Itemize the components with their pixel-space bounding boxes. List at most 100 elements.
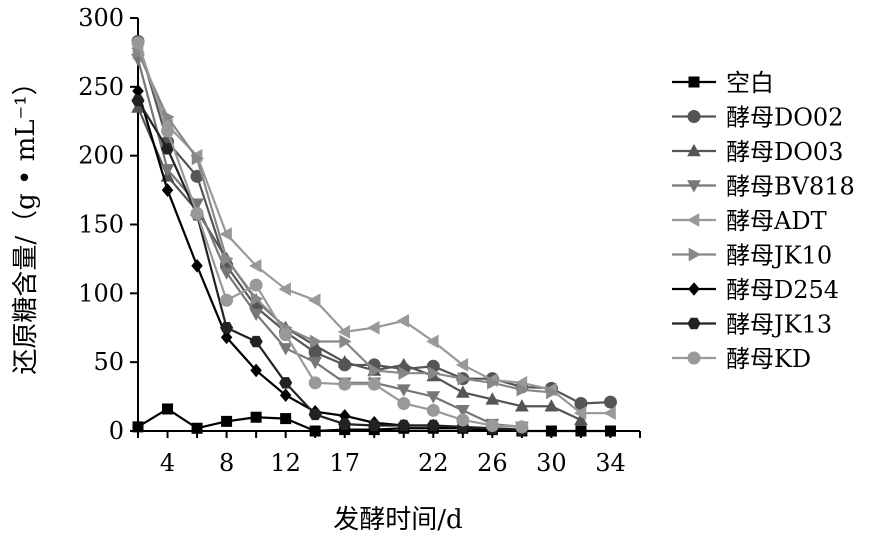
y-tick-label: 300 <box>78 4 124 32</box>
legend-item: 酵母ADT <box>672 207 827 235</box>
data-point <box>426 334 439 349</box>
data-point <box>279 328 293 342</box>
data-point <box>456 413 470 427</box>
data-point <box>426 403 440 417</box>
data-point <box>426 419 440 432</box>
x-tick-label: 26 <box>477 449 508 477</box>
data-point <box>161 183 174 197</box>
legend-marker <box>688 282 700 296</box>
series-line <box>136 41 611 405</box>
data-point <box>191 259 203 273</box>
data-point <box>280 413 292 425</box>
data-point <box>220 322 234 334</box>
legend-marker <box>687 143 701 157</box>
data-point <box>190 206 204 220</box>
data-point <box>160 143 175 155</box>
data-point <box>367 419 381 432</box>
data-point <box>367 320 380 335</box>
x-tick-label: 17 <box>329 449 360 477</box>
legend-item: 空白 <box>672 69 774 97</box>
legend-item: 酵母BV818 <box>672 173 855 201</box>
series-layer <box>130 34 617 437</box>
legend-label: 酵母D254 <box>726 276 839 304</box>
legend-marker <box>688 76 700 88</box>
data-point <box>249 278 263 292</box>
data-point <box>191 151 205 166</box>
data-point <box>308 356 323 370</box>
data-point <box>485 392 500 405</box>
data-point <box>308 293 321 308</box>
data-point <box>278 343 293 356</box>
legend-label: 空白 <box>726 69 774 97</box>
data-point <box>516 382 529 397</box>
data-point <box>544 399 559 412</box>
data-point <box>278 282 291 297</box>
y-tick-label: 100 <box>78 279 124 307</box>
data-point <box>249 335 263 348</box>
y-tick-label: 150 <box>78 211 124 239</box>
data-point <box>457 371 470 386</box>
data-point <box>455 405 470 418</box>
data-point <box>575 425 587 437</box>
legend-item: 酵母DO02 <box>672 104 843 132</box>
data-point <box>397 396 411 410</box>
x-axis-title: 发酵时间/d <box>333 505 462 535</box>
legend-label: 酵母JK13 <box>726 311 832 339</box>
data-point <box>219 267 234 280</box>
data-point <box>398 366 411 381</box>
data-point <box>309 425 321 437</box>
data-point <box>487 375 500 390</box>
x-tick-label: 12 <box>270 449 301 477</box>
data-point <box>220 330 233 345</box>
x-tick-label: 8 <box>219 449 234 477</box>
legend-label: 酵母DO03 <box>726 138 843 166</box>
data-point <box>396 314 410 328</box>
series-6 <box>132 45 559 400</box>
data-point <box>367 377 381 391</box>
data-point <box>485 418 499 432</box>
legend-label: 酵母ADT <box>726 207 827 235</box>
legend-marker <box>687 180 701 193</box>
legend-item: 酵母JK10 <box>672 242 832 270</box>
y-tick-label: 50 <box>93 348 124 376</box>
legend-marker <box>687 110 701 123</box>
data-point <box>455 358 469 372</box>
legend-label: 酵母KD <box>726 345 811 373</box>
data-point <box>250 411 262 423</box>
data-point <box>279 388 292 402</box>
data-point <box>221 252 234 266</box>
data-point <box>132 421 144 433</box>
data-point <box>219 227 232 241</box>
data-point <box>396 384 411 397</box>
series-8 <box>131 94 529 436</box>
legend-marker <box>687 351 701 365</box>
y-tick-label: 250 <box>78 73 124 101</box>
data-point <box>279 377 293 389</box>
data-point <box>546 385 559 400</box>
data-point <box>250 291 264 306</box>
data-point <box>515 420 529 434</box>
data-point <box>161 124 175 138</box>
data-point <box>249 258 262 273</box>
data-point <box>338 418 352 430</box>
series-line <box>136 107 582 421</box>
series-9 <box>131 36 529 434</box>
data-point <box>131 36 145 50</box>
data-point <box>162 403 174 415</box>
data-point <box>249 308 263 322</box>
x-tick-label: 4 <box>160 449 175 477</box>
data-point <box>603 395 617 409</box>
data-point <box>426 391 441 404</box>
data-point <box>455 385 470 398</box>
x-tick-label: 34 <box>595 449 626 477</box>
data-point <box>604 425 616 437</box>
data-point <box>160 164 175 177</box>
data-point <box>337 325 351 339</box>
data-point <box>308 408 322 421</box>
legend-label: 酵母BV818 <box>726 173 855 201</box>
data-point <box>250 363 262 378</box>
axes: 0 50 100 150 200 250 300 4 8 12 17 22 26 30 34 <box>78 4 641 477</box>
data-point <box>191 422 203 434</box>
